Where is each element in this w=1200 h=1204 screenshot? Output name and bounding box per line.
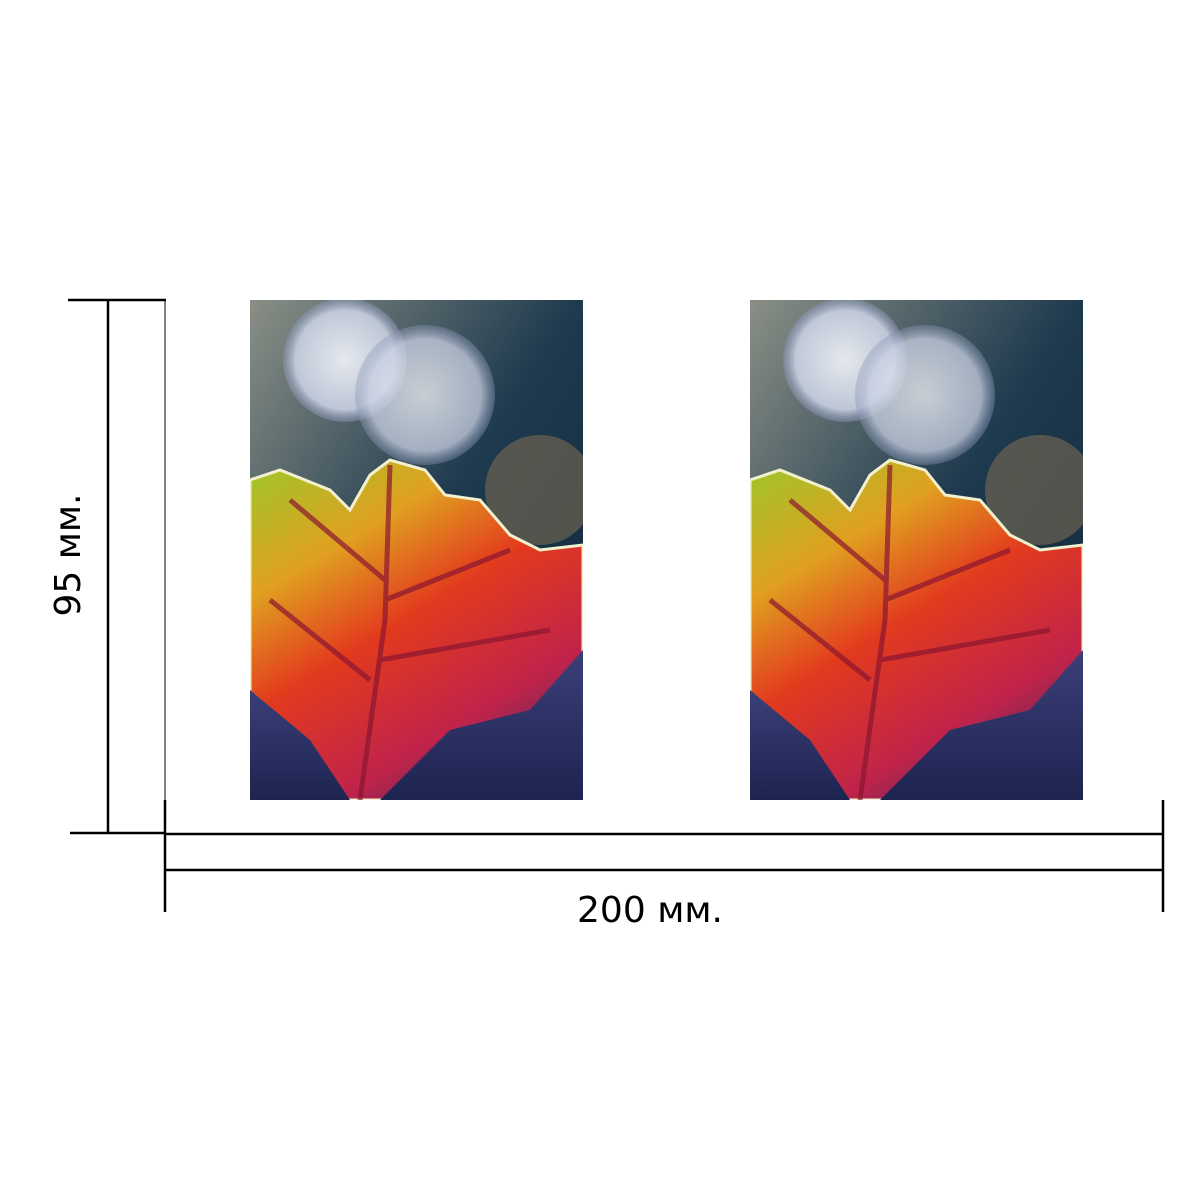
height-dimension: 95 мм. [48,298,166,835]
height-label: 95 мм. [48,493,89,616]
width-dimension: 200 мм. [163,800,1165,931]
product-photo [750,298,1095,800]
product-photo [250,298,595,800]
width-label: 200 мм. [577,890,723,931]
